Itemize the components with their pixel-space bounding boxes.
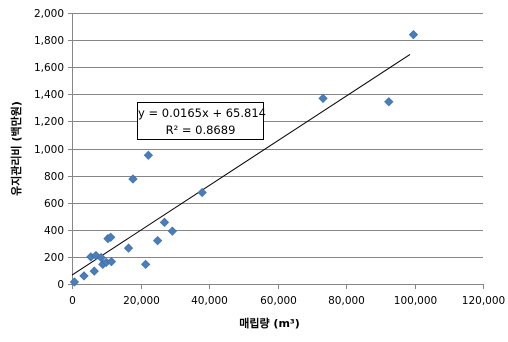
data-point [197,187,207,198]
axis-layer [68,13,484,289]
data-point [167,226,177,236]
point-layer [69,30,419,287]
trendline [71,53,411,276]
x-tick-label: 120,000 [462,295,505,307]
regression-equation-box: y = 0.0165x + 65.814 R² = 0.8689 [137,102,266,140]
y-tick-label: 1,000 [34,144,64,156]
data-point [89,266,99,276]
x-axis-unit: (m³) [270,317,300,330]
y-tick-label: 800 [44,171,64,183]
data-point [123,243,134,253]
data-point [79,271,89,281]
x-axis-title-text: 매립량 [239,316,269,330]
data-point [141,259,151,269]
data-point [159,217,170,227]
x-axis-title: 매립량 (m³) [239,316,300,330]
regression-equation: y = 0.0165x + 65.814 [138,106,266,120]
x-tick-label: 40,000 [191,295,228,307]
y-axis-title: 유지관리비 (백만원) [9,101,23,196]
label-layer: 0 200 400 600 800 1,000 1,200 1,400 1,600 1,800 2,… [9,8,505,330]
y-tick-label: 2,000 [34,8,64,20]
x-tick-label: 60,000 [260,295,297,307]
x-tick-label: 80,000 [328,295,365,307]
data-point [318,93,328,103]
x-tick-label: 0 [69,295,76,307]
data-point [408,30,419,40]
data-point [106,257,117,267]
r-squared-value: R² = 0.8689 [165,123,236,137]
y-tick-label: 1,400 [34,89,64,101]
x-tick-label: 100,000 [394,295,437,307]
trend-layer [71,53,411,276]
x-tick-label: 20,000 [123,295,160,307]
y-tick-label: 600 [44,198,64,210]
data-point [143,150,154,160]
data-point [69,277,80,287]
data-point [106,232,116,242]
y-tick-label: 0 [57,279,64,291]
data-point [384,97,394,107]
y-tick-label: 1,600 [34,62,64,74]
y-tick-label: 200 [44,252,64,264]
y-tick-label: 1,200 [34,116,64,128]
y-tick-label: 1,800 [34,35,64,47]
grid-layer [72,13,483,258]
data-point [153,236,163,246]
y-tick-label: 400 [44,225,64,237]
data-point [128,174,138,184]
